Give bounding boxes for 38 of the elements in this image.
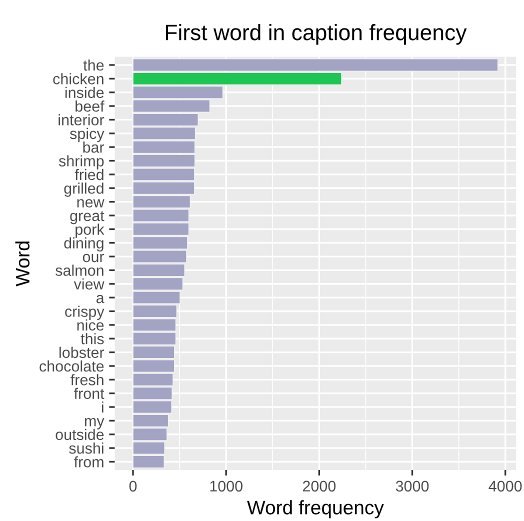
y-tick-label: a [96, 294, 104, 304]
y-tick-label: from [74, 456, 104, 468]
y-tick-label: bar [83, 142, 104, 153]
y-tick-label: chicken [53, 73, 104, 84]
y-tick-label: lobster [60, 346, 104, 358]
y-tick-label: fried [74, 168, 104, 180]
y-tick-label: shrimp [58, 155, 104, 170]
x-tick-label: 3000 [396, 480, 429, 492]
x-tick-label: 4000 [488, 480, 522, 492]
y-axis-title: Word [15, 242, 30, 286]
y-tick-label: interior [58, 114, 104, 126]
y-tick-label: salmon [56, 264, 104, 276]
y-tick-label: the [83, 59, 104, 71]
y-tick-label: front [74, 388, 104, 400]
y-tick-label: this [80, 333, 104, 344]
chart-title: First word in caption frequency [166, 24, 467, 45]
y-tick-label: great [70, 211, 104, 224]
y-tick-label: i [102, 401, 104, 413]
y-tick-label: beef [76, 100, 104, 112]
y-tick-label: pork [76, 224, 104, 238]
x-tick-label: 1000 [210, 480, 242, 492]
y-tick-label: spicy [70, 128, 104, 142]
y-tick-label: my [84, 418, 104, 430]
y-tick-label: crispy [65, 306, 104, 320]
x-tick-label: 2000 [302, 480, 336, 492]
y-tick-label: nice [77, 319, 104, 331]
y-tick-label: chocolate [40, 360, 104, 372]
y-tick-label: our [82, 254, 104, 262]
y-tick-label: grilled [64, 182, 104, 197]
y-tick-label: dining [64, 237, 104, 252]
y-tick-label: outside [56, 428, 104, 440]
x-axis-title: Word frequency [247, 500, 384, 518]
y-tick-label: inside [65, 86, 104, 98]
y-tick-label: sushi [69, 442, 104, 454]
y-tick-label: fresh [70, 374, 104, 386]
y-tick-label: view [74, 278, 104, 290]
y-tick-label: new [77, 199, 104, 208]
x-tick-label: 0 [129, 480, 137, 492]
